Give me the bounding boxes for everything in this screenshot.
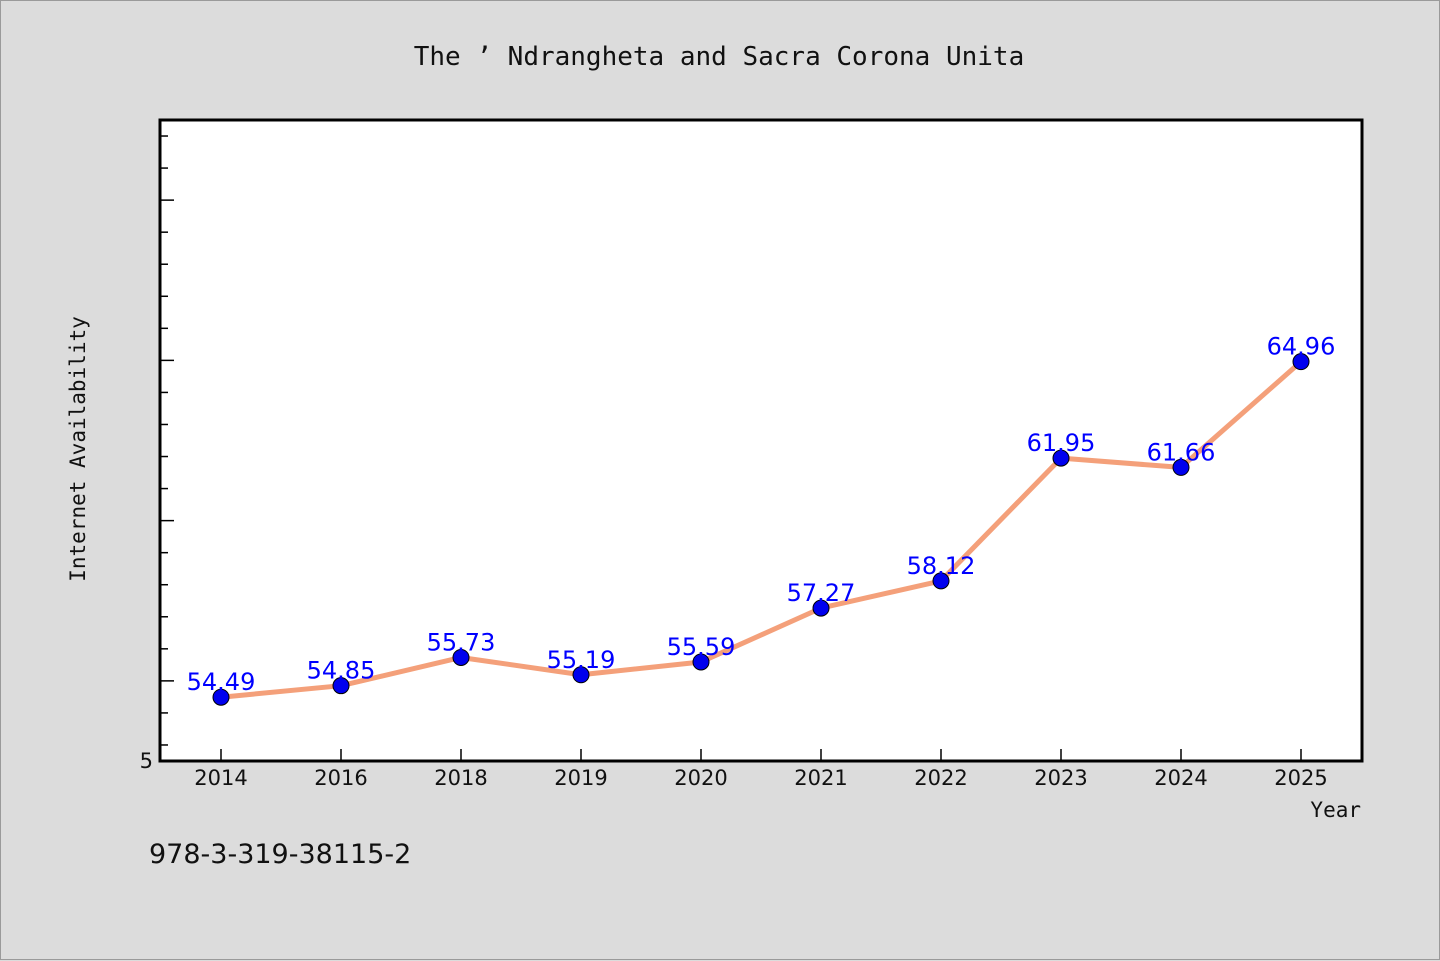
data-point-marker: [692, 653, 710, 671]
data-label: 55.73: [427, 628, 496, 656]
data-label: 61.95: [1027, 429, 1096, 457]
y-axis-ticks: [160, 135, 174, 746]
data-point-marker: [1172, 458, 1190, 476]
plot-area: [158, 118, 1364, 763]
x-tick-label: 2019: [554, 766, 607, 790]
x-tick-label: 2020: [674, 766, 727, 790]
x-tick-label: 2023: [1034, 766, 1087, 790]
y-tick-label: 5: [140, 749, 153, 773]
x-tick-label: 2021: [794, 766, 847, 790]
data-point-marker: [1052, 449, 1070, 467]
data-point-marker: [932, 572, 950, 590]
data-label: 55.59: [667, 633, 736, 661]
isbn-text: 978-3-319-38115-2: [149, 839, 411, 870]
x-tick-label: 2024: [1154, 766, 1207, 790]
x-tick-label: 2025: [1274, 766, 1327, 790]
data-label: 64.96: [1267, 333, 1336, 361]
y-axis-label: Internet Availability: [66, 316, 90, 582]
data-labels: 54.49 54.85 55.73 55.19 55.59 57.27 58.12 61.95…: [187, 333, 1336, 697]
x-tick-label: 2014: [194, 766, 247, 790]
x-tick-label: 2022: [914, 766, 967, 790]
series-line: [218, 359, 1304, 700]
x-tick-label: 2016: [314, 766, 367, 790]
data-point-marker: [332, 677, 350, 695]
data-point-marker: [1292, 353, 1310, 371]
data-label: 57.27: [787, 579, 856, 607]
chart-title: The ’ Ndrangheta and Sacra Corona Unita: [414, 42, 1024, 72]
data-label: 54.85: [307, 657, 376, 685]
data-label: 58.12: [907, 552, 976, 580]
data-point-marker: [212, 688, 230, 706]
x-axis-tick-labels: 2014 2016 2018 2019 2020 2021 2022 2023 2024 2025: [194, 766, 1327, 790]
series-markers: [212, 353, 1310, 706]
data-point-marker: [452, 648, 470, 666]
x-axis-label: Year: [1310, 798, 1361, 822]
data-point-marker: [572, 666, 590, 684]
x-axis-ticks: [220, 749, 1302, 761]
data-label: 54.49: [187, 668, 256, 696]
data-label: 61.66: [1147, 438, 1216, 466]
data-label: 55.19: [547, 646, 616, 674]
data-point-marker: [812, 599, 830, 617]
x-tick-label: 2018: [434, 766, 487, 790]
